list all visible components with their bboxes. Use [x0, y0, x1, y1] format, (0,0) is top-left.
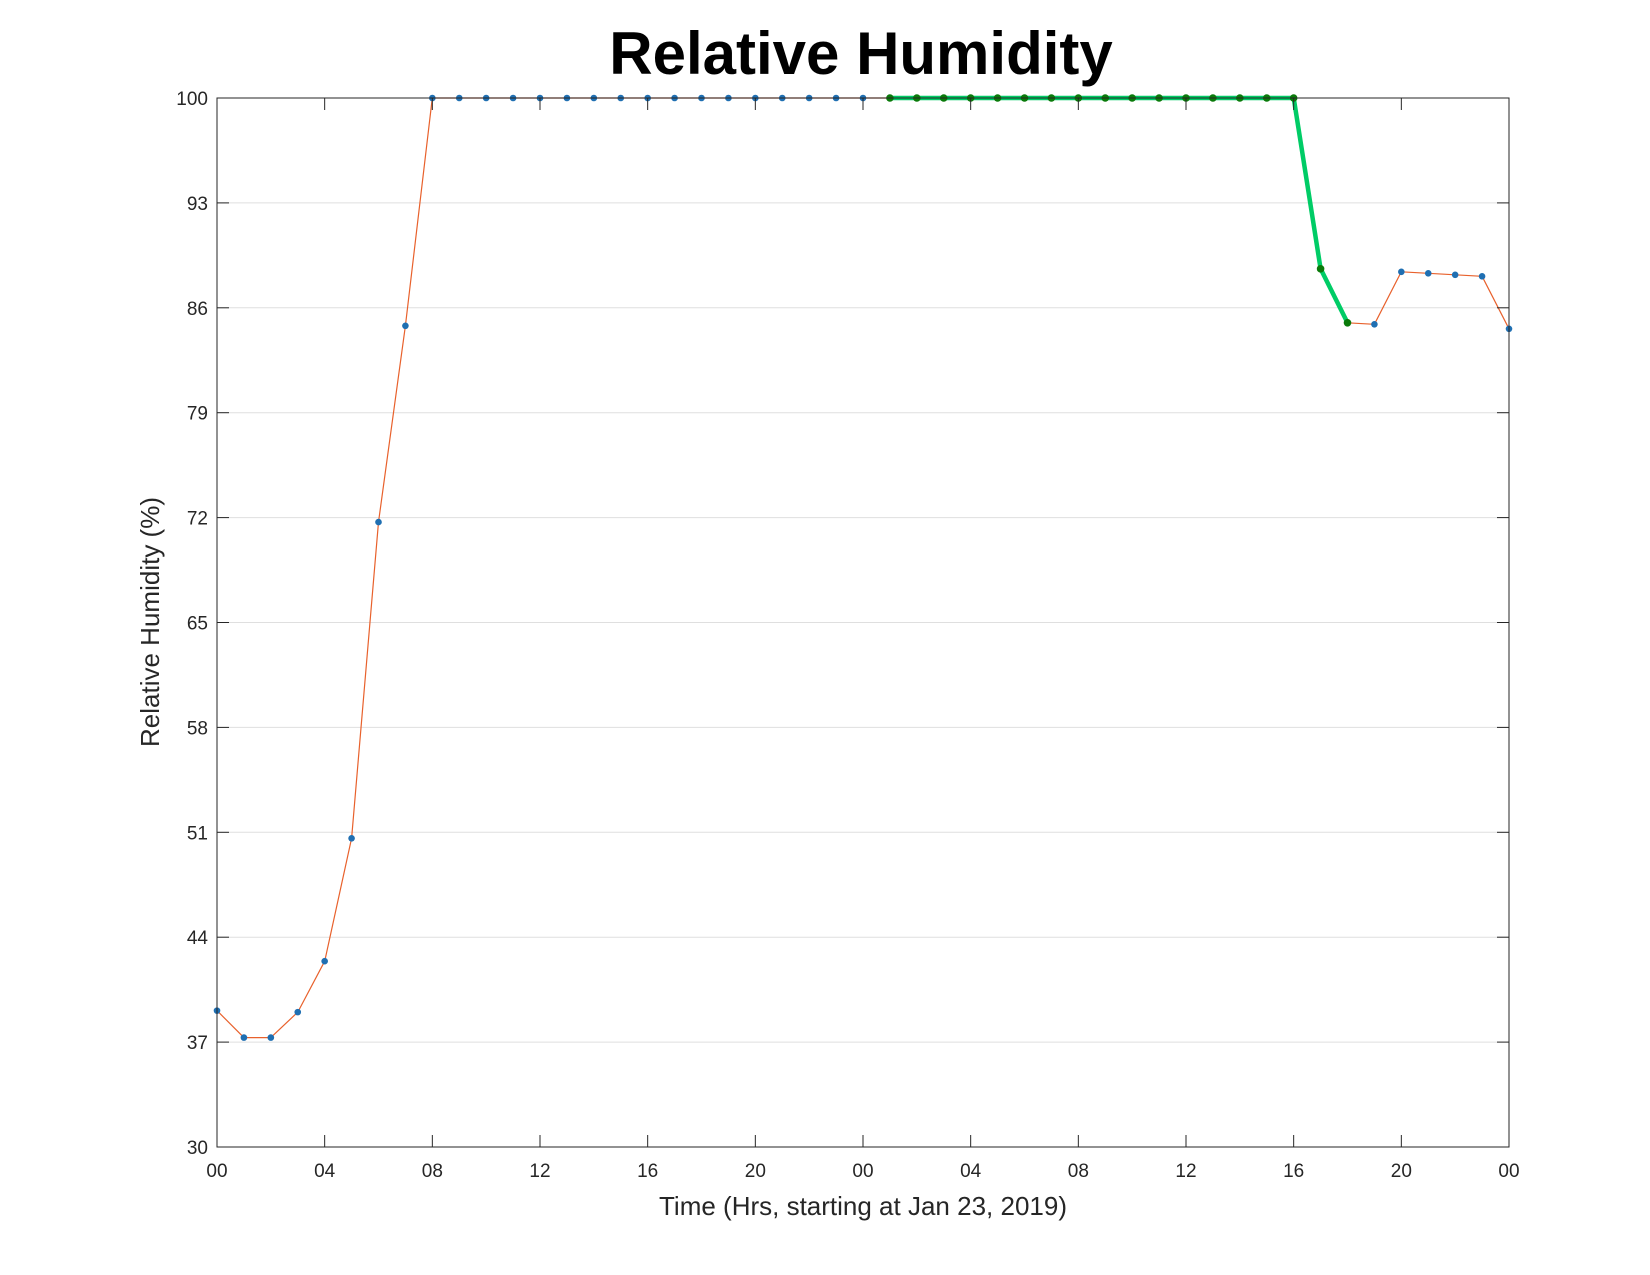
- y-tick-label: 86: [187, 299, 208, 320]
- highlight-data-point: [1316, 265, 1325, 273]
- x-tick-label: 00: [1498, 1161, 1519, 1182]
- gridlines: [217, 202, 1509, 1043]
- x-tick-label: 00: [206, 1161, 227, 1182]
- chart-title: Relative Humidity: [609, 20, 1113, 87]
- data-series: [213, 94, 1513, 1041]
- highlight-data-point: [1343, 318, 1352, 327]
- data-point: [321, 957, 328, 965]
- y-tick-label: 58: [187, 718, 208, 739]
- x-tick-label: 08: [422, 1161, 443, 1182]
- data-point: [375, 518, 382, 526]
- data-point: [1398, 268, 1405, 276]
- highlight-segment-line: [889, 95, 1350, 324]
- y-tick-label: 44: [187, 928, 209, 949]
- y-axis-label: Relative Humidity (%): [135, 497, 165, 747]
- data-point: [402, 322, 409, 330]
- x-tick-label: 00: [852, 1161, 873, 1182]
- data-point: [240, 1034, 248, 1041]
- y-tick-label: 37: [187, 1033, 208, 1054]
- y-tick-label: 51: [187, 823, 208, 844]
- x-tick-label: 20: [745, 1161, 766, 1182]
- axis-ticks: 30 37 44 51 58 65 72 79 86 93 100 00 04 08 12 16 20 00 04 0…: [176, 89, 1519, 1182]
- x-tick-label: 16: [637, 1161, 658, 1182]
- data-point: [348, 834, 355, 842]
- data-point: [1371, 320, 1378, 328]
- y-tick-label: 72: [187, 509, 208, 530]
- x-axis-label: Time (Hrs, starting at Jan 23, 2019): [659, 1191, 1067, 1221]
- y-tick-label: 65: [187, 614, 208, 635]
- y-tick-label: 30: [187, 1138, 208, 1159]
- y-tick-label: 100: [176, 89, 208, 110]
- data-point: [267, 1034, 275, 1041]
- x-tick-label: 08: [1068, 1161, 1089, 1182]
- x-tick-label: 04: [960, 1161, 982, 1182]
- y-tick-label: 93: [187, 194, 208, 215]
- data-point: [1478, 273, 1486, 280]
- x-tick-label: 12: [529, 1161, 550, 1182]
- x-tick-label: 12: [1175, 1161, 1196, 1182]
- data-point: [294, 1008, 302, 1016]
- data-point: [1451, 271, 1459, 279]
- x-tick-label: 04: [314, 1161, 336, 1182]
- data-point: [1424, 270, 1432, 277]
- y-tick-label: 79: [187, 404, 208, 425]
- x-tick-label: 20: [1391, 1161, 1412, 1182]
- x-tick-label: 16: [1283, 1161, 1304, 1182]
